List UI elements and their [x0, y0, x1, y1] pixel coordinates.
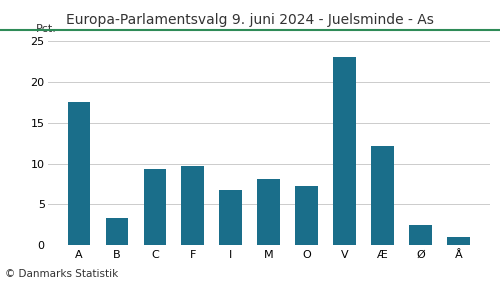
Bar — [334, 57, 356, 245]
Text: Pct.: Pct. — [36, 24, 57, 34]
Bar — [371, 146, 394, 245]
Text: Europa-Parlamentsvalg 9. juni 2024 - Juelsminde - As: Europa-Parlamentsvalg 9. juni 2024 - Jue… — [66, 13, 434, 27]
Bar — [68, 102, 90, 245]
Bar — [182, 166, 204, 245]
Bar — [296, 186, 318, 245]
Bar — [258, 179, 280, 245]
Bar — [447, 237, 470, 245]
Bar — [144, 169, 167, 245]
Text: © Danmarks Statistik: © Danmarks Statistik — [5, 269, 118, 279]
Bar — [106, 217, 128, 245]
Bar — [220, 190, 242, 245]
Bar — [409, 225, 432, 245]
